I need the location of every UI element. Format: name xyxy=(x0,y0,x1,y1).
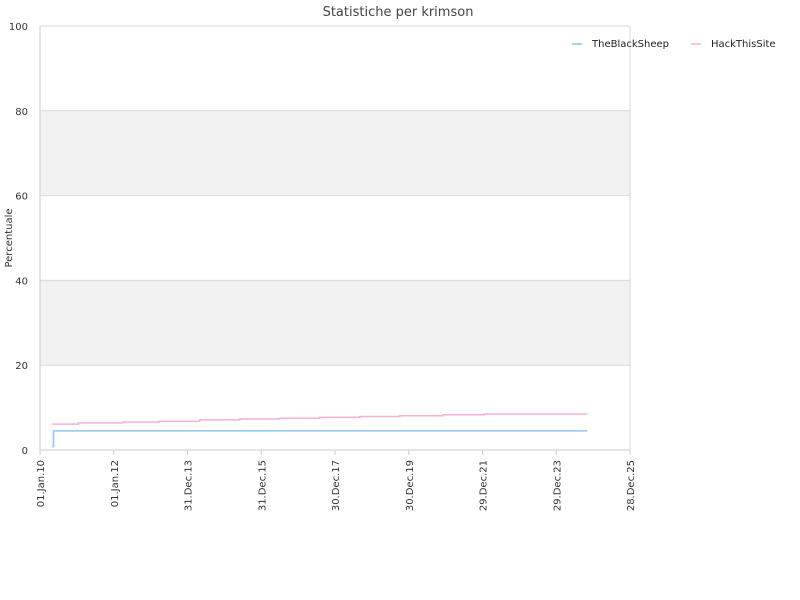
x-tick-label: 28.Dec.25 xyxy=(626,460,637,511)
x-tick-label: 31.Dec.15 xyxy=(257,460,268,511)
x-tick-label: 30.Dec.17 xyxy=(331,460,342,511)
legend-label: HackThisSite xyxy=(711,39,776,50)
gridlines xyxy=(40,25,631,450)
y-tick-label: 0 xyxy=(22,446,28,457)
y-tick-label: 60 xyxy=(15,192,28,203)
plot-area xyxy=(40,26,630,450)
series-line-hackthissite xyxy=(52,413,588,425)
legend-item-theblacksheep[interactable]: TheBlackSheep xyxy=(572,39,669,50)
plot-background xyxy=(40,26,630,450)
legend-item-hackthissite[interactable]: HackThisSite xyxy=(691,39,776,50)
y-axis-ticks: 0 20 40 60 80 100 xyxy=(9,22,28,457)
legend[interactable]: TheBlackSheep HackThisSite xyxy=(572,39,776,50)
y-tick-label: 20 xyxy=(15,361,28,372)
y-tick-label: 40 xyxy=(15,276,28,287)
x-tick-label: 01.Jan.10 xyxy=(36,460,47,507)
chart-title: Statistiche per krimson xyxy=(323,5,474,20)
y-axis-label: Percentuale xyxy=(4,208,15,267)
x-tick-label: 30.Dec.19 xyxy=(405,460,416,511)
x-tick-label: 01.Jan.12 xyxy=(110,460,121,507)
series-line-theblacksheep xyxy=(52,430,588,448)
legend-label: TheBlackSheep xyxy=(591,39,669,50)
x-tick-label: 31.Dec.13 xyxy=(184,460,195,511)
x-axis-ticks: 01.Jan.10 01.Jan.12 31.Dec.13 31.Dec.15 30.D… xyxy=(36,450,637,511)
x-tick-label: 29.Dec.21 xyxy=(479,460,490,511)
series-lines xyxy=(52,413,588,448)
x-tick-label: 29.Dec.23 xyxy=(552,460,563,511)
y-tick-label: 80 xyxy=(15,107,28,118)
plot-band xyxy=(40,280,630,366)
y-tick-label: 100 xyxy=(9,22,28,33)
plot-band xyxy=(40,110,630,196)
